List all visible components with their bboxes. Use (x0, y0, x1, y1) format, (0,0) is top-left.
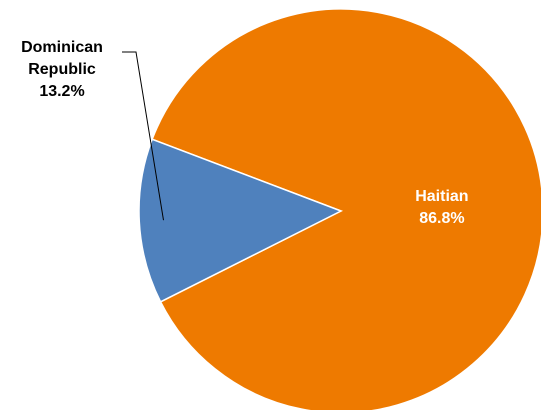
slices-group (138, 8, 541, 414)
slice-label-line: 86.8% (419, 210, 464, 227)
labels-group: Haitian 86.8% Dominican Republic 13.2% (21, 39, 468, 227)
slice-label-1: Dominican Republic 13.2% (21, 39, 103, 100)
pie-slice-1 (138, 138, 343, 303)
pie-slice-0 (151, 8, 541, 414)
slice-label-line: Republic (28, 61, 96, 78)
leader-line (122, 51, 164, 221)
slice-label-0: Haitian 86.8% (415, 188, 468, 227)
slice-label-line: Haitian (415, 188, 468, 205)
slice-label-line: Dominican (21, 39, 103, 56)
slice-label-line: 13.2% (39, 83, 84, 100)
